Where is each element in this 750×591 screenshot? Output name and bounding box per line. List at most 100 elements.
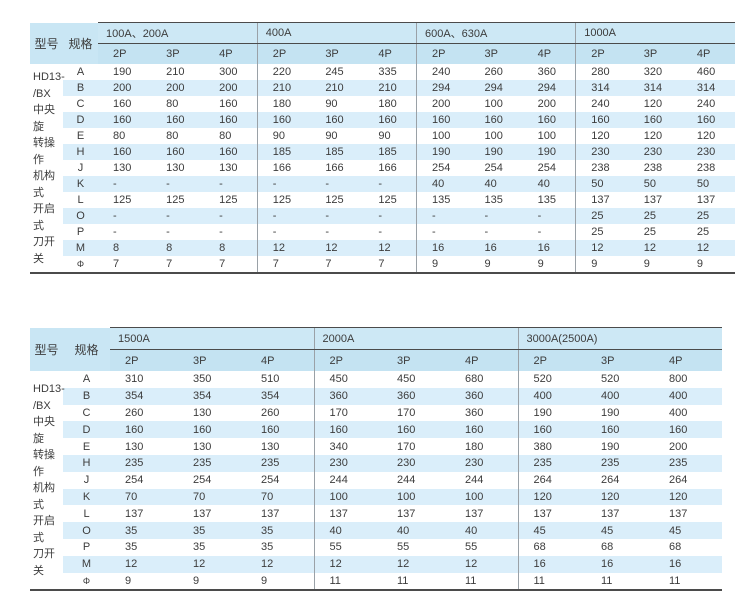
dimension-value: 190: [113, 66, 132, 78]
dimension-value: 180: [256, 96, 311, 112]
dimension-value: 160: [151, 112, 205, 128]
pole-column-header: 2P: [415, 43, 470, 64]
spec-row-label: Φ: [63, 256, 98, 274]
dimension-value: 360: [537, 66, 556, 78]
dimension-value: 9: [178, 572, 246, 591]
dimension-value: 7: [151, 256, 205, 274]
dimension-value: 160: [204, 144, 258, 160]
dimension-value: 235: [110, 454, 178, 472]
dimension-table-100a-1000a: 型号 规格 100A、200A 400A 600A、630A 1000A 2P 3P 4P 2P 3…: [30, 22, 735, 274]
dimension-value: 235: [586, 454, 654, 472]
dimension-value: 245: [325, 66, 344, 78]
pole-column-header: 4P: [450, 349, 518, 371]
table-row: B 354 354 354 360 360 360 400 400 400: [30, 387, 722, 405]
dimension-value: 80: [166, 98, 179, 110]
amp-group-header: 100A、200A: [98, 22, 258, 44]
dimension-value: 40: [522, 176, 576, 192]
dimension-value: 200: [98, 80, 152, 96]
dimension-value: -: [363, 208, 417, 224]
dimension-value: 90: [325, 130, 338, 142]
model-column-header: 型号: [30, 22, 63, 64]
dimension-value: 7: [310, 256, 364, 274]
dimension-value: 235: [517, 454, 586, 472]
dimension-value: 294: [469, 80, 523, 96]
dimension-value: 8: [98, 240, 152, 256]
dimension-value: 166: [378, 162, 397, 174]
table-row: HD13- /BX 中央旋 转操作 机构式 开启式 刀开关 A 190 210 300 220 245 3…: [30, 64, 735, 274]
dimension-value: 45: [517, 522, 586, 539]
dimension-value: 9: [469, 256, 523, 274]
dimension-value: 254: [415, 160, 470, 176]
dimension-value: 210: [363, 80, 417, 96]
dimension-value: 185: [363, 144, 417, 160]
pole-column-header: 3P: [586, 349, 654, 371]
dimension-value: -: [256, 224, 311, 240]
dimension-value: 230: [313, 454, 382, 472]
dimension-value: 160: [681, 112, 735, 128]
dimension-value: -: [204, 208, 258, 224]
table-row: P - - - - - - - - - 25 25 25: [30, 224, 735, 240]
dimension-value: 11: [450, 572, 518, 591]
dimension-value: 120: [696, 130, 716, 142]
pole-column-header: 3P: [151, 43, 205, 64]
dimension-value: 7: [363, 256, 417, 274]
dimension-value: 254: [537, 162, 556, 174]
dimension-value: 254: [125, 474, 144, 487]
dimension-value: 40: [450, 522, 518, 539]
spec-column-header: 规格: [63, 22, 98, 64]
table-row: K - - - - - -40 40 40 50 50 50: [30, 176, 735, 192]
dimension-value: 12: [450, 555, 518, 573]
dimension-value: 160: [178, 421, 246, 439]
dimension-value: 40: [382, 522, 450, 539]
amp-group-header: 3000A(2500A): [517, 327, 722, 350]
dimension-value: 264: [669, 474, 688, 487]
dimension-value: 12: [313, 555, 382, 573]
dimension-value: -: [98, 176, 152, 192]
dimension-value: 160: [113, 98, 132, 110]
dimension-value: 400: [654, 387, 722, 405]
dimension-value: 35: [125, 541, 138, 554]
spec-column-header: 规格: [63, 327, 110, 371]
dimension-value: 55: [313, 538, 382, 556]
dimension-value: 450: [313, 371, 382, 388]
dimension-value: 240: [696, 98, 716, 110]
pole-column-header: 3P: [178, 349, 246, 371]
dimension-value: 40: [415, 176, 470, 192]
dimension-table-1500a-3000a: 型号 规格 1500A 2000A 3000A(2500A) 2P 3P 4P 2P 3P 4P 2P…: [30, 327, 722, 591]
dimension-value: 260: [125, 406, 144, 419]
dimension-value: 137: [643, 194, 663, 206]
dimension-value: 360: [313, 387, 382, 405]
dimension-value: 264: [517, 471, 586, 489]
model-label-line: /BX: [33, 399, 51, 412]
dimension-value: 294: [415, 80, 470, 96]
dimension-value: -: [113, 226, 117, 238]
table-row: D 160 160 160 160 160 160 160 160 160: [30, 421, 722, 439]
dimension-value: 80: [166, 130, 179, 142]
model-label-line: 开启式: [33, 203, 55, 232]
dimension-value: 25: [696, 226, 710, 238]
dimension-value: 160: [450, 421, 518, 439]
table-row: E 130 130 130 340 170 180 380 190 200: [30, 438, 722, 455]
dimension-value: 170: [313, 404, 382, 422]
dimension-value: 16: [586, 555, 654, 573]
dimension-value: 335: [378, 66, 397, 78]
pole-column-header: 2P: [575, 43, 629, 64]
dimension-value: 320: [643, 66, 663, 78]
dimension-value: 7: [98, 256, 152, 274]
dimension-value: 137: [517, 505, 586, 523]
dimension-value: 160: [575, 112, 629, 128]
dimension-value: 11: [586, 572, 654, 591]
dimension-value: 354: [246, 387, 314, 405]
dimension-value: 12: [246, 555, 314, 573]
spec-row-label: M: [63, 555, 110, 573]
model-column-header: 型号: [30, 327, 63, 371]
dimension-value: 70: [246, 488, 314, 506]
spec-row-label: L: [83, 507, 90, 520]
dimension-value: 120: [643, 98, 663, 110]
dimension-value: 50: [681, 176, 735, 192]
header-row-poles: 2P 3P 4P 2P 3P 4P 2P 3P 4P: [30, 349, 722, 371]
dimension-value: 137: [125, 507, 144, 520]
dimension-value: 16: [517, 555, 586, 573]
dimension-value: 220: [256, 64, 311, 80]
dimension-value: 180: [378, 98, 397, 110]
